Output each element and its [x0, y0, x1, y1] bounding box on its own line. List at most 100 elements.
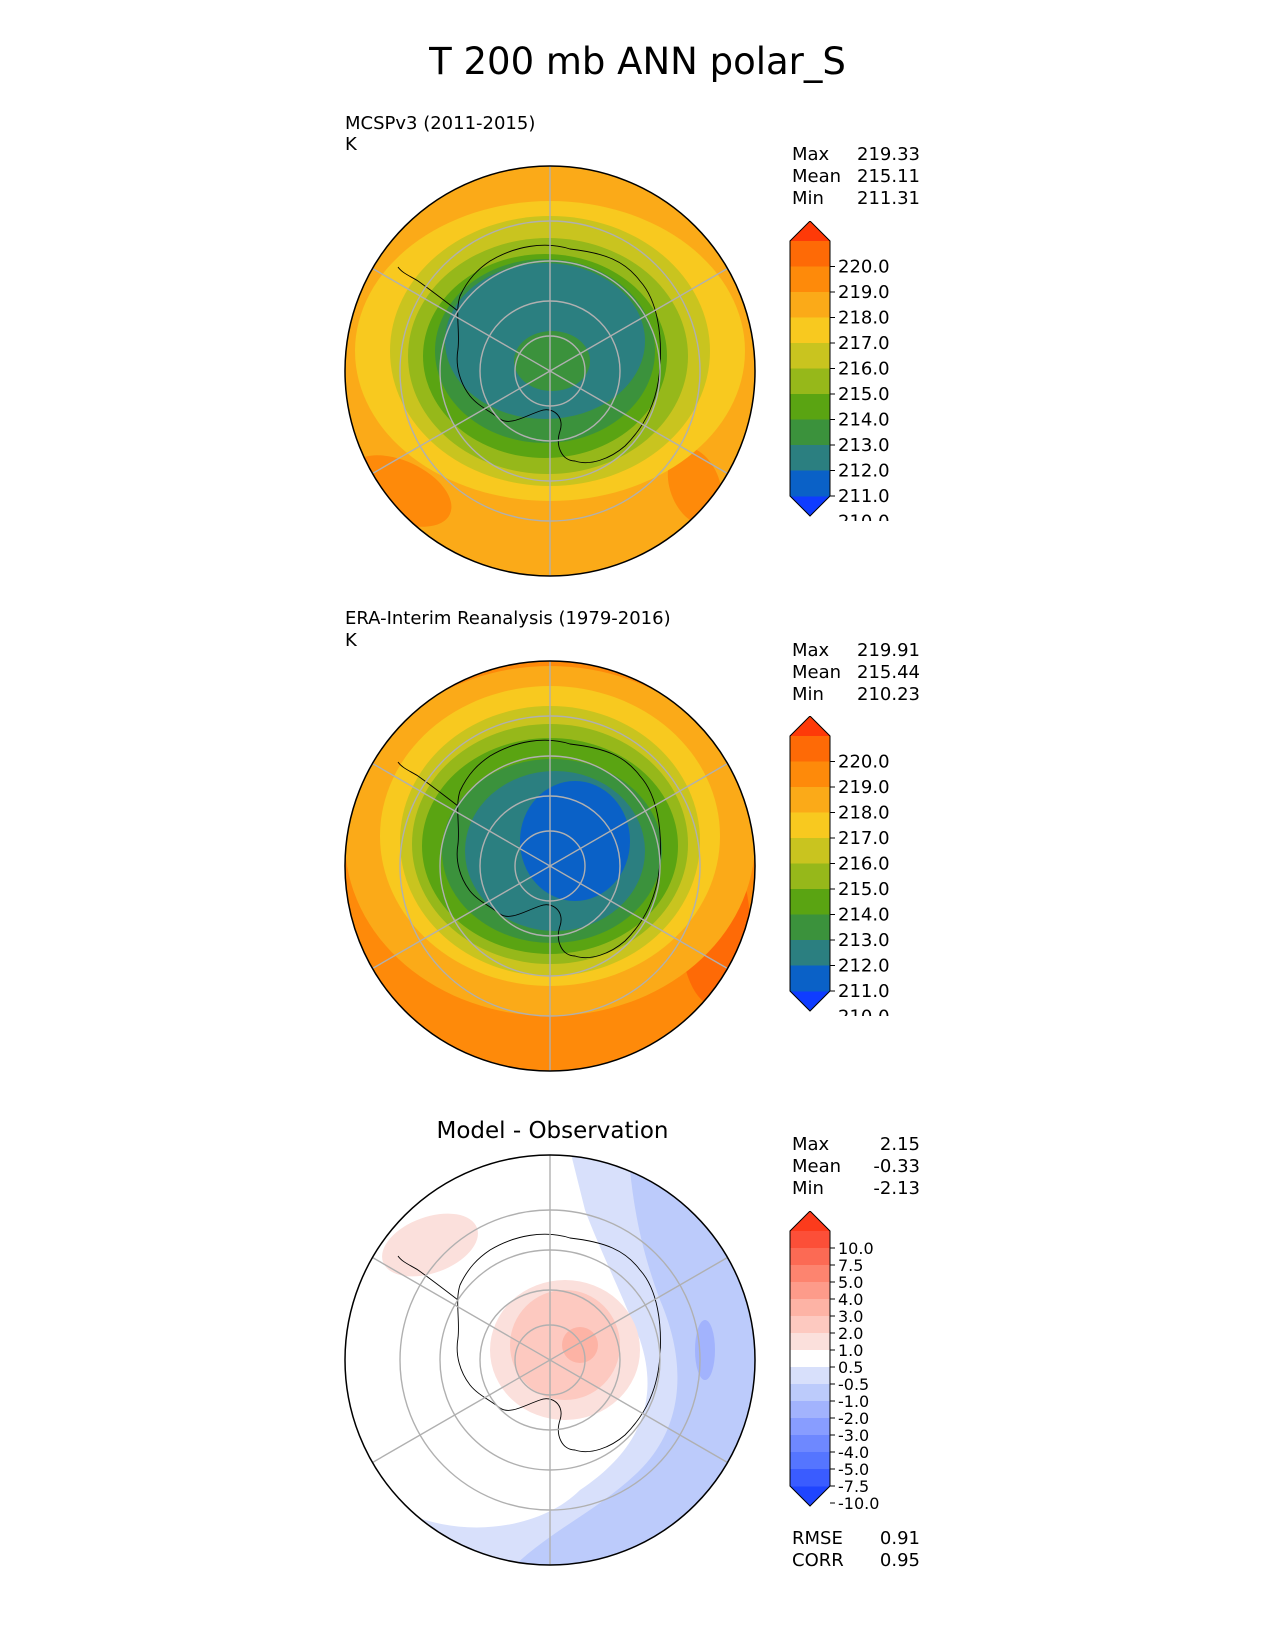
map-band-pos2	[562, 1327, 598, 1363]
stat-max: Max 219.33	[792, 144, 920, 165]
colorbar-tick-label: -10.0	[838, 1494, 879, 1511]
graticule	[372, 661, 728, 1071]
colorbar-tick-label: 216.0	[838, 854, 890, 875]
panel-diff-metrics: RMSE 0.91 CORR 0.95	[792, 1528, 920, 1572]
colorbar-tick-label: 218.0	[838, 308, 890, 329]
colorbar-segment	[790, 1350, 830, 1368]
colorbar-tick-label: 5.0	[838, 1273, 863, 1292]
colorbar-segment	[790, 1299, 830, 1317]
colorbar-segment	[790, 1384, 830, 1402]
colorbar-tick-label: 211.0	[838, 981, 890, 1002]
map-boundary	[344, 165, 756, 577]
panel-reference-label: ERA-Interim Reanalysis (1979-2016)	[345, 608, 671, 629]
colorbar-tick-label: 7.5	[838, 1256, 863, 1275]
stat-min: Min 210.23	[792, 684, 920, 705]
colorbar-tick-label: 210.0	[838, 512, 890, 522]
colorbar-segment	[790, 317, 830, 344]
coastline	[397, 244, 661, 464]
colorbar-segment	[790, 838, 830, 864]
colorbar-tick-label: 218.0	[838, 803, 890, 824]
map-band-212-inner	[514, 331, 590, 391]
panel-diff-map	[344, 1154, 756, 1566]
colorbar-segment	[790, 914, 830, 941]
map-boundary	[344, 1154, 756, 1566]
colorbar-segment	[790, 266, 830, 293]
colorbar-segment	[790, 1367, 830, 1385]
colorbar-segment	[790, 889, 830, 915]
colorbar-segment	[790, 863, 830, 890]
colorbar-segment	[790, 761, 830, 788]
colorbar-tick-label: 2.0	[838, 1324, 863, 1343]
colorbar-tick-label: 210.0	[838, 1007, 890, 1017]
coastline	[397, 739, 661, 959]
panel-test-units: K	[345, 134, 357, 155]
colorbar-segment	[790, 1452, 830, 1470]
stat-max: Max 219.91	[792, 640, 920, 661]
panel-reference-map	[344, 660, 756, 1072]
stat-mean: Mean 215.11	[792, 166, 920, 187]
colorbar-segment	[790, 1418, 830, 1436]
colorbar-tick-label: -7.5	[838, 1477, 869, 1496]
colorbar-segment	[790, 368, 830, 395]
colorbar-tick-label: 219.0	[838, 282, 890, 303]
colorbar-tick-label: 214.0	[838, 905, 890, 926]
colorbar-tick-label: 213.0	[838, 930, 890, 951]
figure-title: T 200 mb ANN polar_S	[429, 40, 846, 83]
stat-max: Max 2.15	[792, 1134, 920, 1155]
colorbar-extension-min	[790, 991, 830, 1011]
colorbar-tick-label: 219.0	[838, 777, 890, 798]
panel-test-stats: Max 219.33 Mean 215.11 Min 211.31	[792, 144, 920, 210]
colorbar-segment	[790, 1333, 830, 1351]
colorbar-segment	[790, 787, 830, 813]
colorbar-extension-max	[790, 1211, 830, 1231]
colorbar-segment	[790, 1282, 830, 1300]
colorbar-tick-label: 212.0	[838, 461, 890, 482]
panel-test-map	[344, 165, 756, 577]
colorbar-tick-label: 212.0	[838, 956, 890, 977]
stat-min: Min 211.31	[792, 188, 920, 209]
panel-reference-colorbar: 220.0 219.0 218.0 217.0 216.0 215.0 214.0 213.0…	[789, 716, 890, 1017]
colorbar-segment	[790, 394, 830, 420]
colorbar-segment	[790, 292, 830, 318]
colorbar-tick-label: -3.0	[838, 1426, 869, 1445]
panel-reference-units: K	[345, 630, 357, 651]
stat-mean: Mean 215.44	[792, 662, 920, 683]
colorbar-tick-label: 211.0	[838, 486, 890, 507]
colorbar-segment	[790, 1469, 830, 1487]
colorbar-tick-label: 10.0	[838, 1239, 874, 1258]
colorbar-tick-label: 4.0	[838, 1290, 863, 1309]
colorbar-segment	[790, 419, 830, 446]
graticule	[372, 166, 728, 576]
colorbar-tick-label: 0.5	[838, 1358, 863, 1377]
colorbar-tick-label: 213.0	[838, 435, 890, 456]
panel-diff-title: Model - Observation	[436, 1118, 669, 1144]
colorbar-segment	[790, 1435, 830, 1453]
colorbar-tick-label: 215.0	[838, 384, 890, 405]
colorbar-segment	[790, 736, 830, 762]
colorbar-tick-label: 1.0	[838, 1341, 863, 1360]
colorbar-segment	[790, 1265, 830, 1283]
colorbar-segment	[790, 445, 830, 471]
panel-test-label: MCSPv3 (2011-2015)	[345, 113, 536, 134]
stat-min: Min -2.13	[792, 1178, 920, 1199]
stat-mean: Mean -0.33	[792, 1156, 920, 1177]
colorbar-tick-label: -1.0	[838, 1392, 869, 1411]
colorbar-segment	[790, 1316, 830, 1334]
colorbar-extension-min	[790, 1486, 830, 1506]
colorbar-tick-label: 216.0	[838, 359, 890, 380]
map-band-pos-nw	[382, 1213, 478, 1277]
colorbar-tick-label: 217.0	[838, 828, 890, 849]
map-boundary	[344, 660, 756, 1072]
colorbar-tick-label: 220.0	[838, 752, 890, 773]
metric-corr: CORR 0.95	[792, 1550, 920, 1571]
colorbar-segment	[790, 1248, 830, 1266]
colorbar-tick-label: 217.0	[838, 333, 890, 354]
colorbar-segment	[790, 812, 830, 839]
colorbar-tick-label: 220.0	[838, 257, 890, 278]
colorbar-extension-min	[790, 496, 830, 516]
colorbar-tick-label: 215.0	[838, 879, 890, 900]
graticule	[372, 1155, 728, 1565]
colorbar-tick-label: -2.0	[838, 1409, 869, 1428]
panel-diff-stats: Max 2.15 Mean -0.33 Min -2.13	[792, 1134, 920, 1200]
colorbar-tick-label: -4.0	[838, 1443, 869, 1462]
